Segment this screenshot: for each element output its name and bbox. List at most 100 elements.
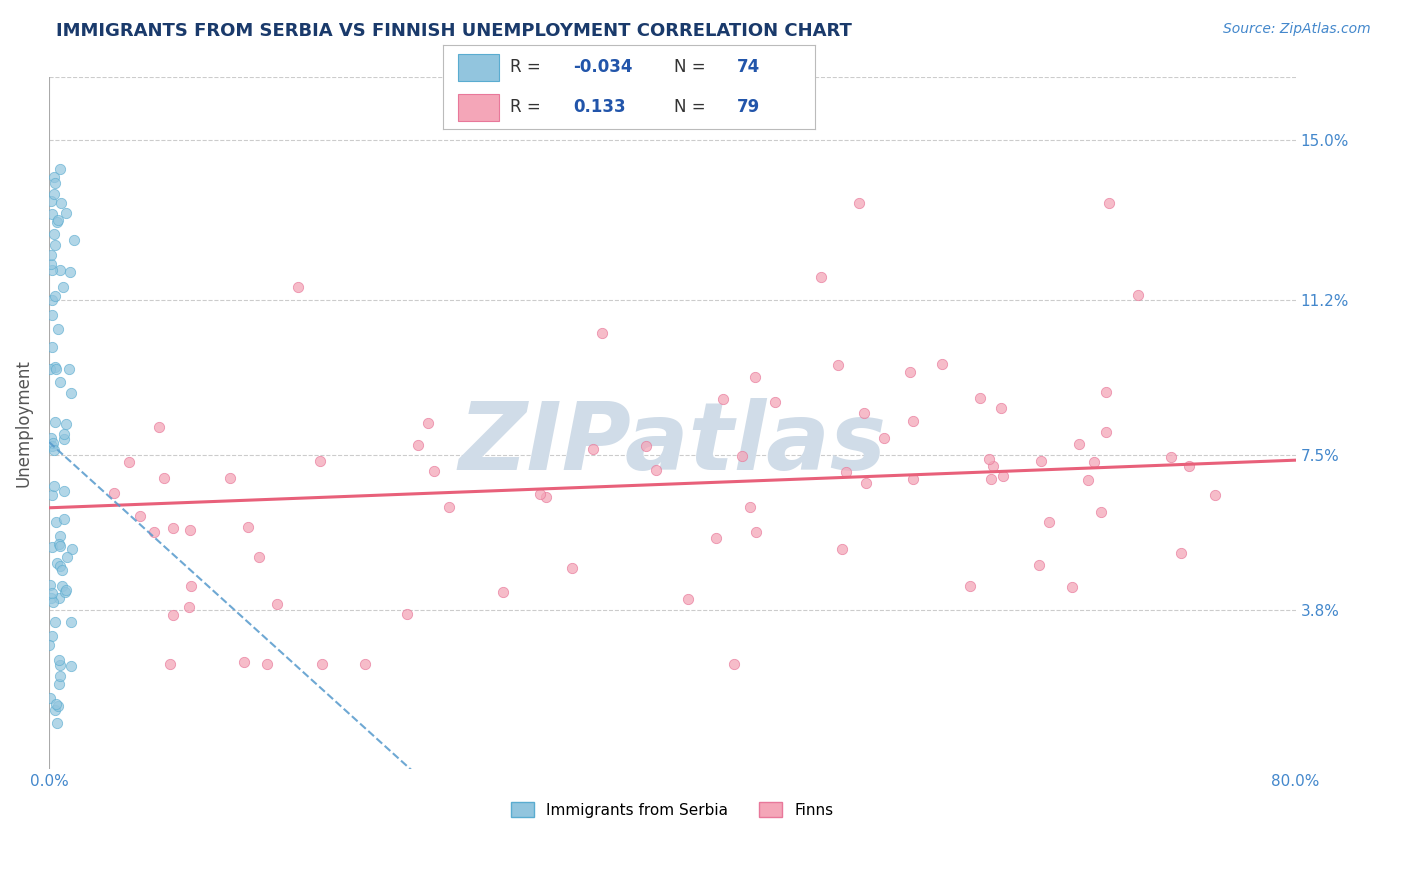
Point	[1038, 516, 1060, 530]
Point	[38, 361, 60, 376]
Point	[959, 579, 981, 593]
Point	[53, 512, 76, 526]
Point	[827, 358, 849, 372]
Point	[744, 370, 766, 384]
Point	[848, 196, 870, 211]
Point	[59, 265, 82, 279]
Point	[179, 600, 201, 615]
Point	[311, 657, 333, 672]
Point	[55, 583, 77, 598]
Point	[48, 322, 70, 336]
Point	[1083, 454, 1105, 468]
Point	[39, 591, 62, 606]
Point	[63, 233, 86, 247]
Point	[236, 520, 259, 534]
Text: R =: R =	[510, 59, 546, 77]
Point	[898, 365, 921, 379]
Point	[591, 326, 613, 340]
Point	[52, 433, 75, 447]
Text: Source: ZipAtlas.com: Source: ZipAtlas.com	[1223, 22, 1371, 37]
Point	[49, 539, 72, 553]
Text: -0.034: -0.034	[574, 59, 633, 77]
Point	[1205, 488, 1227, 502]
Point	[179, 523, 201, 537]
Point	[55, 550, 77, 565]
Point	[49, 658, 72, 673]
Point	[1028, 558, 1050, 572]
Point	[1097, 196, 1119, 211]
Point	[162, 607, 184, 622]
Point	[396, 607, 419, 621]
Point	[41, 629, 63, 643]
Point	[423, 464, 446, 478]
Point	[634, 439, 657, 453]
Point	[42, 443, 65, 458]
Point	[48, 677, 70, 691]
Point	[41, 308, 63, 322]
Point	[901, 472, 924, 486]
Point	[103, 485, 125, 500]
Point	[831, 542, 853, 557]
Point	[980, 472, 1002, 486]
Point	[44, 615, 66, 629]
Point	[48, 529, 70, 543]
Text: IMMIGRANTS FROM SERBIA VS FINNISH UNEMPLOYMENT CORRELATION CHART: IMMIGRANTS FROM SERBIA VS FINNISH UNEMPL…	[56, 22, 852, 40]
Point	[39, 578, 62, 592]
Point	[45, 698, 67, 712]
Point	[740, 500, 762, 514]
Point	[704, 531, 727, 545]
Point	[855, 475, 877, 490]
Point	[42, 435, 65, 450]
Point	[53, 484, 76, 499]
Point	[45, 716, 67, 731]
FancyBboxPatch shape	[458, 54, 499, 81]
Point	[1067, 437, 1090, 451]
Point	[41, 340, 63, 354]
Point	[903, 414, 925, 428]
Point	[991, 469, 1014, 483]
Point	[1177, 458, 1199, 473]
Point	[931, 358, 953, 372]
Point	[44, 702, 66, 716]
Point	[49, 559, 72, 574]
Point	[60, 659, 83, 673]
Point	[266, 597, 288, 611]
Point	[529, 487, 551, 501]
Point	[287, 280, 309, 294]
Point	[51, 579, 73, 593]
Point	[55, 584, 77, 599]
Text: 74: 74	[737, 59, 761, 77]
Point	[1095, 425, 1118, 439]
Point	[118, 455, 141, 469]
Point	[38, 638, 60, 652]
Point	[41, 541, 63, 555]
Point	[969, 392, 991, 406]
Point	[233, 655, 256, 669]
Point	[1031, 454, 1053, 468]
Point	[977, 451, 1000, 466]
Point	[41, 594, 63, 608]
Point	[41, 263, 63, 277]
Point	[159, 657, 181, 672]
Point	[1126, 287, 1149, 301]
Point	[41, 206, 63, 220]
Point	[153, 471, 176, 485]
Point	[48, 652, 70, 666]
Point	[765, 395, 787, 409]
Point	[309, 453, 332, 467]
Point	[44, 238, 66, 252]
Point	[1170, 546, 1192, 560]
Point	[492, 585, 515, 599]
Text: R =: R =	[510, 98, 546, 116]
Point	[711, 392, 734, 406]
Point	[44, 289, 66, 303]
Point	[148, 420, 170, 434]
Point	[1160, 450, 1182, 465]
Point	[39, 691, 62, 706]
Point	[41, 293, 63, 307]
Point	[142, 524, 165, 539]
Text: ZIPatlas: ZIPatlas	[458, 398, 886, 490]
Point	[41, 586, 63, 600]
Point	[55, 206, 77, 220]
Point	[41, 488, 63, 502]
